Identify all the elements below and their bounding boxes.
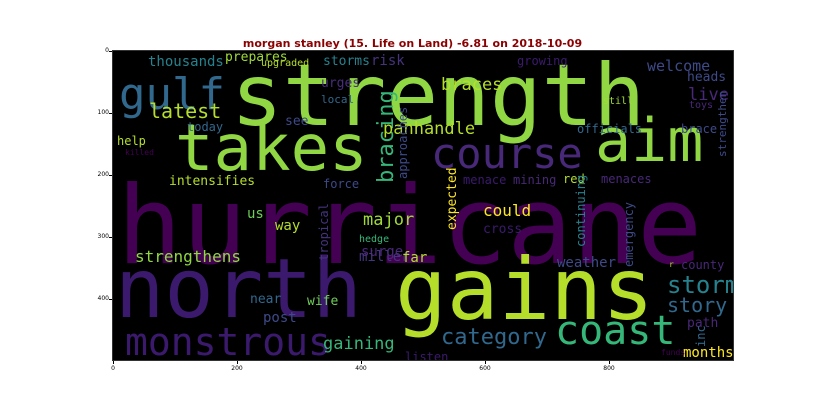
cloud-word: red — [563, 172, 585, 186]
cloud-word: menace — [463, 173, 507, 187]
cloud-word: strengthens — [135, 247, 241, 266]
cloud-word: county — [681, 258, 725, 272]
x-tick-mark — [485, 361, 486, 364]
x-tick-mark — [609, 361, 610, 364]
x-tick-label: 200 — [231, 365, 243, 372]
y-tick-mark — [109, 51, 112, 52]
cloud-word: major — [363, 210, 415, 230]
x-tick-label: 0 — [111, 365, 115, 372]
cloud-word: storm — [667, 271, 734, 299]
cloud-word: storms — [323, 54, 370, 69]
chart-title: morgan stanley (15. Life on Land) -6.81 … — [242, 37, 583, 50]
word-cloud-image: hurricane north gains strength takes aim cours… — [112, 50, 734, 361]
cloud-word: help — [117, 134, 146, 148]
cloud-word: growing — [517, 54, 568, 68]
cloud-word: inc — [694, 325, 708, 347]
y-tick-mark — [109, 175, 112, 176]
cloud-word: course — [431, 129, 583, 178]
cloud-word: gulf — [119, 69, 225, 120]
cloud-word: weather — [557, 255, 617, 271]
cloud-word: still — [603, 96, 634, 107]
cloud-word: listen — [405, 350, 449, 361]
cloud-word: welcome — [647, 57, 711, 75]
cloud-word: far — [402, 250, 428, 266]
cloud-word: coast — [555, 308, 676, 354]
cloud-word: takes — [175, 112, 368, 186]
x-tick-mark — [113, 361, 114, 364]
cloud-word: risk — [371, 53, 405, 69]
cloud-word: local — [321, 93, 355, 106]
cloud-word: panhandle — [383, 119, 476, 139]
cloud-word: see — [285, 114, 309, 129]
cloud-word: brace — [681, 122, 718, 136]
y-tick-mark — [109, 113, 112, 114]
y-tick-mark — [109, 237, 112, 238]
cloud-word: north — [115, 242, 362, 337]
cloud-word: cross — [483, 222, 523, 237]
cloud-word: braces — [441, 75, 503, 95]
cloud-word: near — [250, 292, 282, 307]
cloud-word: hurricane — [117, 164, 703, 289]
cloud-word: killed — [125, 148, 154, 157]
cloud-word: thousands — [148, 54, 224, 70]
cloud-word: officials — [577, 122, 643, 136]
cloud-word: post — [263, 310, 297, 326]
x-tick-label: 800 — [603, 365, 615, 372]
y-tick-label: 0 — [105, 47, 109, 54]
cloud-word: aim — [595, 106, 704, 176]
cloud-word: today — [187, 120, 224, 134]
y-tick-label: 300 — [97, 233, 109, 240]
cloud-word: story — [667, 293, 728, 317]
cloud-word: mining — [513, 173, 557, 187]
cloud-word: funds — [661, 348, 686, 357]
y-tick-label: 400 — [97, 295, 109, 302]
y-tick-label: 200 — [97, 171, 109, 178]
x-tick-mark — [361, 361, 362, 364]
cloud-word: expected — [445, 167, 460, 230]
cloud-word: prepares — [225, 50, 288, 65]
cloud-word: monstrous — [125, 320, 331, 361]
y-tick-mark — [109, 299, 112, 300]
cloud-word: force — [323, 177, 360, 191]
cloud-word: approaches — [396, 106, 410, 179]
cloud-word: strengthen — [716, 90, 729, 157]
cloud-word: category — [441, 325, 547, 350]
cloud-word: latest — [149, 99, 222, 123]
cloud-word: way — [275, 218, 301, 234]
cloud-word: intensifies — [169, 174, 256, 189]
cloud-word: hedge — [359, 234, 390, 245]
cloud-word: surge — [361, 244, 404, 260]
cloud-word: heads — [687, 70, 727, 85]
x-tick-label: 600 — [479, 365, 491, 372]
y-tick-label: 100 — [97, 109, 109, 116]
cloud-word: wife — [307, 294, 339, 309]
cloud-word: continuing — [574, 174, 588, 247]
cloud-word: tropical — [317, 203, 331, 261]
cloud-word: path — [687, 316, 719, 331]
cloud-word: gaining — [323, 334, 395, 354]
cloud-word: us — [247, 206, 264, 222]
cloud-word: r — [669, 260, 674, 269]
cloud-word: could — [483, 201, 532, 220]
cloud-word: upgraded — [261, 58, 310, 69]
cloud-word: emergency — [622, 201, 636, 267]
cloud-word: gains — [395, 240, 654, 340]
cloud-word: live — [688, 85, 729, 105]
cloud-word: months — [683, 345, 734, 361]
x-tick-mark — [237, 361, 238, 364]
x-tick-label: 400 — [355, 365, 367, 372]
cloud-word: toys — [689, 100, 714, 111]
cloud-word: strength — [231, 50, 646, 146]
cloud-word: menaces — [601, 172, 652, 186]
cloud-word: miller — [359, 249, 410, 265]
cloud-word: urges — [321, 76, 361, 91]
